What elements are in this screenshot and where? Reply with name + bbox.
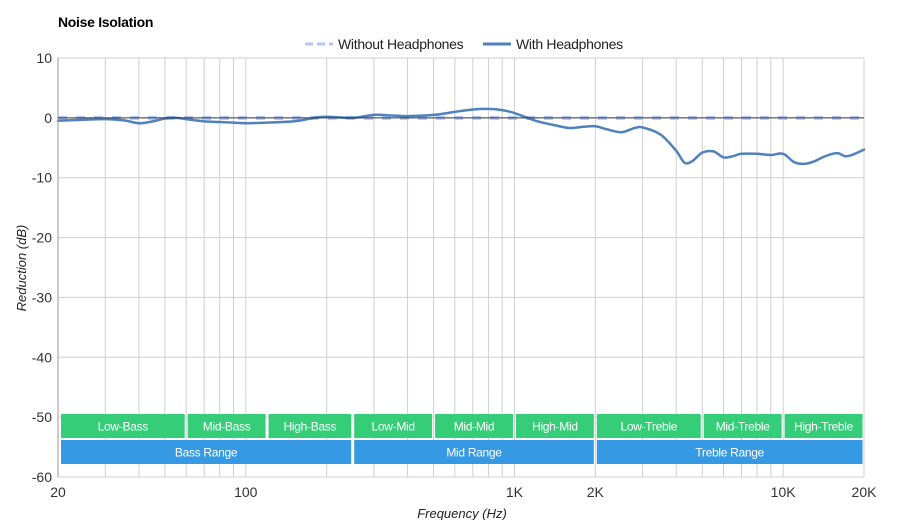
frequency-band-mid-bass [187, 414, 266, 438]
y-tick-label-40: -40 [32, 349, 52, 365]
y-tick-label-10: -10 [32, 170, 52, 186]
frequency-band-high-mid [515, 414, 594, 438]
frequency-band-mid-treble [703, 414, 782, 438]
y-tick-label-50: -50 [32, 409, 52, 425]
frequency-band-low-treble [596, 414, 701, 438]
x-tick-label-2k: 2K [587, 484, 605, 500]
frequency-band-mid-mid [435, 414, 513, 438]
legend-label-with-headphones: With Headphones [516, 36, 623, 52]
frequency-band-low-mid [354, 414, 433, 438]
range-bands: Low-Bass Mid-Bass High-Bass Low-Mid Mid-Mid H… [61, 414, 863, 464]
series-group [56, 107, 866, 166]
grid [57, 57, 865, 478]
range-band-mid-range [354, 440, 594, 464]
x-tick-label-10k: 10K [771, 484, 797, 500]
frequency-band-low-bass [61, 414, 185, 438]
y-tick-label-0: 0 [44, 110, 52, 126]
frequency-band-high-bass [268, 414, 352, 438]
y-tick-label-10: 10 [36, 50, 52, 66]
frequency-band-label-low-bass: Low-Bass [98, 420, 149, 434]
chart-title: Noise Isolation [58, 14, 153, 30]
frequency-band-label-low-treble: Low-Treble [620, 420, 677, 434]
range-band-label-mid-range: Mid Range [446, 446, 502, 460]
range-band-label-treble-range: Treble Range [695, 446, 764, 460]
legend: Without Headphones With Headphones [305, 36, 623, 52]
range-band-treble-range [596, 440, 863, 464]
range-band-bass-range [61, 440, 352, 464]
legend-label-without-headphones: Without Headphones [338, 36, 464, 52]
frequency-band-label-mid-mid: Mid-Mid [454, 420, 495, 434]
y-tick-label-30: -30 [32, 289, 52, 305]
frequency-band-label-low-mid: Low-Mid [372, 420, 415, 434]
y-tick-label-60: -60 [32, 469, 52, 485]
x-tick-label-20: 20 [50, 484, 66, 500]
x-axis-label: Frequency (Hz) [417, 506, 507, 520]
frequency-band-label-high-bass: High-Bass [284, 420, 337, 434]
x-tick-label-100: 100 [234, 484, 258, 500]
frequency-band-label-high-treble: High-Treble [794, 420, 854, 434]
frequency-band-label-high-mid: High-Mid [532, 420, 578, 434]
y-tick-label-20: -20 [32, 230, 52, 246]
x-tick-label-20k: 20K [852, 484, 878, 500]
series-line-with-headphones [56, 107, 866, 166]
frequency-band-label-mid-bass: Mid-Bass [203, 420, 251, 434]
x-tick-label-1k: 1K [506, 484, 524, 500]
range-band-label-bass-range: Bass Range [175, 446, 238, 460]
y-axis-label: Reduction (dB) [14, 225, 29, 312]
frequency-band-label-mid-treble: Mid-Treble [716, 420, 771, 434]
frequency-band-high-treble [784, 414, 863, 438]
